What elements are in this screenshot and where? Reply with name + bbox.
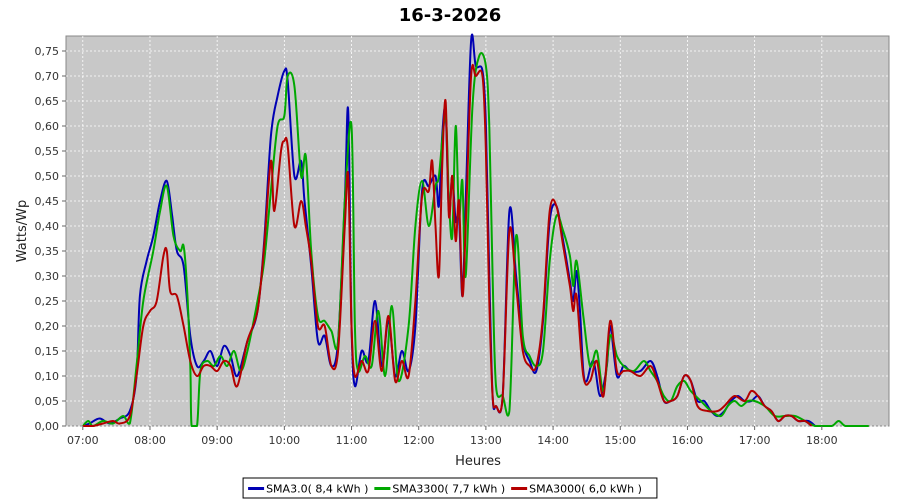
series-line-2 xyxy=(82,52,869,427)
y-tick-label: 0,25 xyxy=(35,295,60,308)
legend-box xyxy=(242,477,658,499)
y-tick-label: 0,50 xyxy=(35,170,60,183)
y-tick-label: 0,40 xyxy=(35,220,60,233)
x-tick-label: 08:00 xyxy=(134,434,166,447)
y-tick-label: 0,75 xyxy=(35,45,60,58)
y-tick-label: 0,70 xyxy=(35,70,60,83)
y-tick-label: 0,00 xyxy=(35,420,60,433)
x-tick-label: 07:00 xyxy=(67,434,99,447)
y-tick-label: 0,15 xyxy=(35,345,60,358)
axes: 0,00 0,05 0,10 0,15 0,20 0,25 0,30 0,35 0,40 0,45… xyxy=(35,45,838,447)
grid-lines xyxy=(66,36,889,427)
x-tick-label: 13:00 xyxy=(470,434,502,447)
x-tick-label: 10:00 xyxy=(268,434,300,447)
legend-entry-1: SMA3.0( 8,4 kWh ) xyxy=(266,483,368,496)
y-tick-label: 0,45 xyxy=(35,195,60,208)
series-lines xyxy=(82,33,869,427)
x-tick-label: 14:00 xyxy=(537,434,569,447)
y-tick-label: 0,55 xyxy=(35,145,60,158)
x-tick-label: 17:00 xyxy=(739,434,771,447)
y-tick-label: 0,05 xyxy=(35,395,60,408)
y-tick-label: 0,30 xyxy=(35,270,60,283)
x-tick-label: 12:00 xyxy=(403,434,435,447)
y-tick-label: 0,65 xyxy=(35,95,60,108)
x-tick-label: 18:00 xyxy=(806,434,838,447)
y-axis-label: Watts/Wp xyxy=(15,200,30,262)
y-tick-label: 0,60 xyxy=(35,120,60,133)
legend-entry-2: SMA3300( 7,7 kWh ) xyxy=(392,483,505,496)
legend: SMA3.0( 8,4 kWh ) SMA3300( 7,7 kWh ) SMA30… xyxy=(242,477,658,499)
x-tick-label: 11:00 xyxy=(336,434,368,447)
x-axis-label: Heures xyxy=(455,454,501,469)
x-tick-label: 16:00 xyxy=(672,434,704,447)
chart-title: 16-3-2026 xyxy=(399,5,502,26)
y-tick-label: 0,10 xyxy=(35,370,60,383)
y-tick-label: 0,20 xyxy=(35,320,60,333)
series-line-3 xyxy=(82,64,813,427)
y-tick-label: 0,35 xyxy=(35,245,60,258)
x-tick-label: 15:00 xyxy=(604,434,636,447)
legend-entry-3: SMA3000( 6,0 kWh ) xyxy=(529,483,642,496)
x-tick-label: 09:00 xyxy=(201,434,233,447)
